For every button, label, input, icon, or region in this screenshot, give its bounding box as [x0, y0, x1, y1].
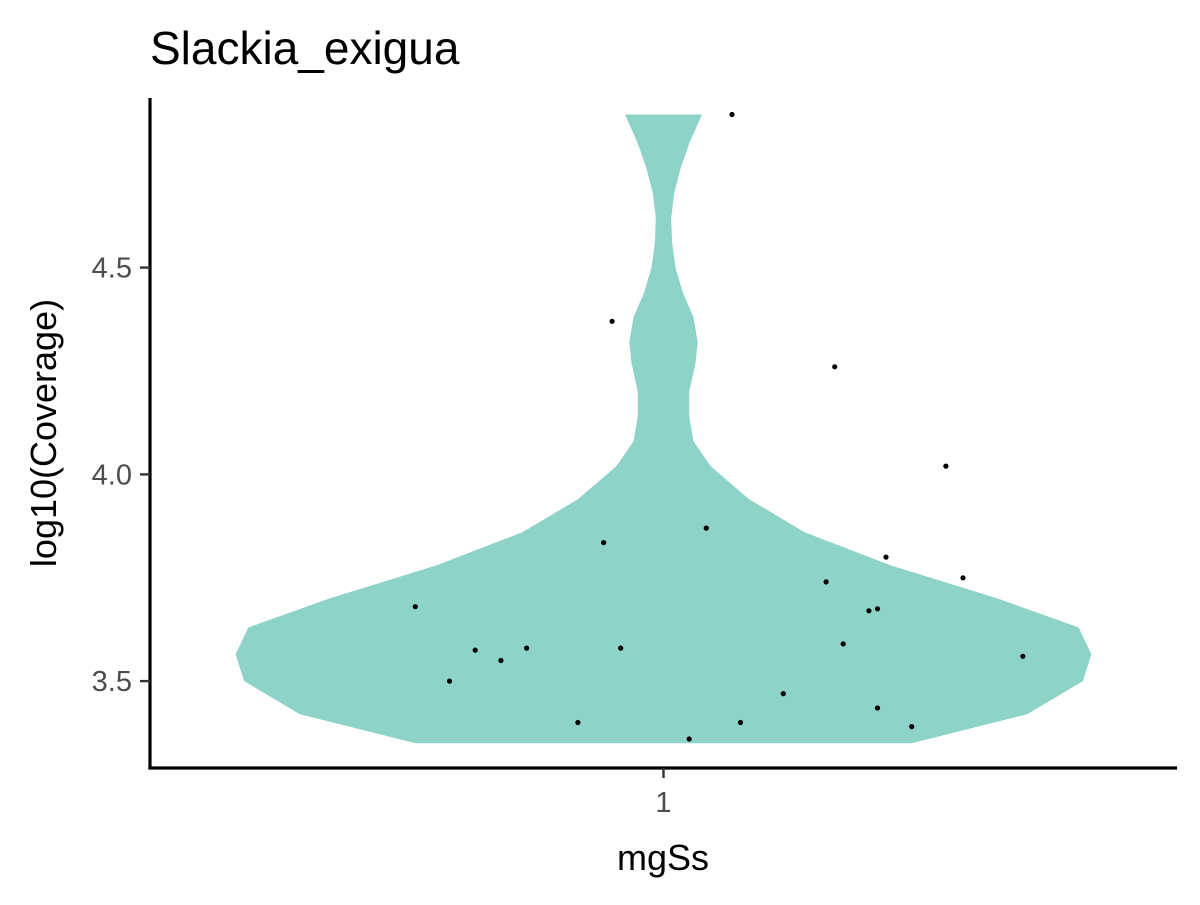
- data-point: [609, 318, 615, 324]
- data-point: [446, 678, 453, 684]
- data-point: [874, 705, 881, 711]
- data-point: [601, 540, 607, 546]
- data-point: [524, 645, 530, 651]
- data-point: [832, 364, 838, 370]
- y-axis-title: log10(Coverage): [23, 299, 64, 567]
- data-point: [866, 608, 872, 614]
- y-tick-label: 4.5: [92, 253, 132, 285]
- data-point: [960, 575, 966, 581]
- data-point: [1020, 653, 1026, 659]
- y-tick-label: 3.5: [92, 666, 132, 698]
- chart-title: Slackia_exigua: [150, 22, 460, 74]
- data-point: [823, 579, 829, 585]
- data-point: [737, 719, 744, 726]
- data-point: [618, 645, 624, 651]
- data-point: [575, 719, 581, 726]
- data-point: [703, 525, 709, 531]
- data-point: [472, 647, 478, 653]
- y-axis-ticks: 3.5 4.0 4.5: [92, 253, 150, 698]
- y-tick-label: 4.0: [92, 459, 132, 491]
- x-axis-title: mgSs: [617, 837, 709, 878]
- data-point: [498, 657, 504, 664]
- violin-shape: [235, 114, 1092, 744]
- data-point: [686, 736, 692, 742]
- x-axis-ticks: 1: [655, 768, 672, 819]
- data-point: [883, 554, 889, 560]
- data-point: [780, 691, 786, 697]
- data-point: [943, 463, 949, 469]
- data-point: [412, 604, 418, 610]
- data-point: [840, 641, 846, 647]
- plot-area: [235, 111, 1092, 744]
- data-point: [729, 111, 735, 118]
- data-point: [874, 606, 881, 612]
- x-tick-label: 1: [655, 787, 671, 819]
- data-point: [909, 724, 915, 730]
